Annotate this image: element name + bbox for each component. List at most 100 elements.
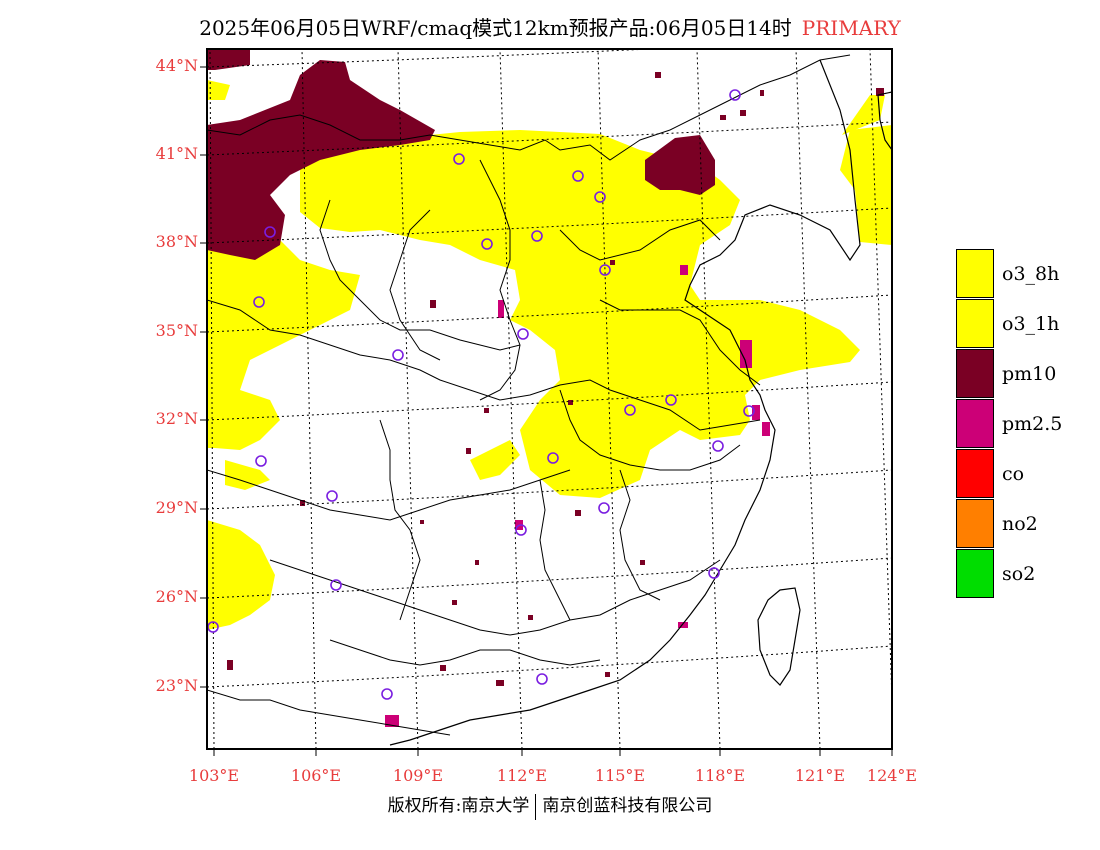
o3-region-sichuan (225, 460, 270, 490)
parallel-23n (207, 645, 892, 688)
pm25-cell (762, 422, 770, 436)
pm10-region-beijing (645, 135, 715, 195)
o3-field (207, 80, 892, 630)
station-marker (381, 688, 393, 700)
station-marker (531, 230, 543, 242)
pm25-cell (678, 622, 688, 628)
lat-label: 35°N (155, 321, 198, 340)
pm25-cell (498, 300, 504, 318)
lon-label: 112°E (496, 766, 548, 785)
meridian-115e (597, 49, 621, 749)
copyright-footer: 版权所有:南京大学 南京创蓝科技有限公司 (0, 791, 1100, 820)
station-marker (665, 394, 677, 406)
legend-label: pm2.5 (1002, 413, 1063, 435)
pm25-cell (740, 340, 752, 368)
lon-label: 109°E (392, 766, 444, 785)
legend-label: pm10 (1002, 363, 1057, 385)
lat-label: 38°N (155, 232, 198, 251)
o3-region-north (300, 130, 860, 498)
o3-region-ne-tip (842, 95, 885, 135)
station-marker (255, 455, 267, 467)
station-marker (515, 524, 527, 536)
station-marker (599, 264, 611, 276)
o3-region-nw-top (207, 80, 230, 100)
lat-label: 44°N (155, 56, 198, 75)
meridian-109e (397, 49, 419, 749)
legend-swatch (956, 399, 994, 448)
axis-ticks (200, 66, 893, 756)
meridian-118e (696, 49, 721, 749)
legend-label: so2 (1002, 563, 1036, 585)
legend-swatch (956, 549, 994, 598)
station-marker (547, 452, 559, 464)
legend-label: no2 (1002, 513, 1038, 535)
stations (207, 89, 755, 700)
footer-right: 南京创蓝科技有限公司 (542, 796, 713, 816)
province-boundaries (207, 54, 851, 736)
pm25-cell (752, 405, 760, 420)
plot-frame (206, 48, 893, 750)
meridian-124e (869, 49, 892, 701)
lon-label: 121°E (794, 766, 846, 785)
o3-region-west (207, 210, 360, 450)
coastline-east (389, 59, 861, 746)
coastline (389, 59, 892, 746)
pm10-region-northwest (207, 60, 435, 260)
taiwan-outline (757, 587, 801, 686)
legend-swatch (956, 299, 994, 348)
pm10-region-nw-top (207, 49, 250, 70)
station-marker (517, 328, 529, 340)
legend-swatch (956, 499, 994, 548)
o3-region-south-west (207, 520, 275, 630)
lon-label: 115°E (594, 766, 646, 785)
korea-outline (877, 91, 892, 152)
parallel-44n (207, 49, 661, 68)
station-marker (624, 404, 636, 416)
pm25-cell (680, 265, 688, 275)
scattered-cells (227, 72, 764, 686)
station-marker (743, 405, 755, 417)
station-marker (594, 191, 606, 203)
station-marker (572, 170, 584, 182)
legend-swatch (956, 449, 994, 498)
station-marker (536, 673, 548, 685)
lon-label: 124°E (866, 766, 918, 785)
o3-region-hubei (470, 440, 520, 480)
legend-label: co (1002, 463, 1025, 485)
title-tag: PRIMARY (801, 16, 901, 40)
footer-separator (535, 793, 537, 820)
legend-label: o3_8h (1002, 263, 1060, 285)
station-marker (481, 238, 493, 250)
graticule (207, 49, 892, 749)
station-marker (253, 296, 265, 308)
footer-left: 版权所有:南京大学 (387, 796, 530, 816)
station-marker (712, 440, 724, 452)
lat-label: 41°N (155, 144, 198, 163)
station-marker (264, 226, 276, 238)
station-marker (392, 349, 404, 361)
legend-label: o3_1h (1002, 313, 1060, 335)
station-marker (729, 89, 741, 101)
pm10-field (207, 49, 884, 260)
lon-label: 106°E (290, 766, 342, 785)
station-marker (598, 502, 610, 514)
lon-label: 118°E (694, 766, 746, 785)
legend-swatch (956, 349, 994, 398)
map-title: 2025年06月05日WRF/cmaq模式12km预报产品:06月05日14时 P… (0, 12, 1100, 41)
station-marker (708, 567, 720, 579)
lat-label: 29°N (155, 498, 198, 517)
meridian-112e (499, 49, 523, 749)
title-main: 2025年06月05日WRF/cmaq模式12km预报产品:06月05日14时 (199, 16, 792, 40)
legend-swatch (956, 249, 994, 298)
lon-label: 103°E (188, 766, 240, 785)
meridian-106e (301, 49, 317, 749)
lat-label: 26°N (155, 587, 198, 606)
station-marker (330, 579, 342, 591)
station-marker (326, 490, 338, 502)
lat-label: 32°N (155, 409, 198, 428)
lat-label: 23°N (155, 676, 198, 695)
o3-region-coast-ne (840, 125, 892, 245)
station-marker (453, 153, 465, 165)
meridian-121e (795, 49, 821, 749)
